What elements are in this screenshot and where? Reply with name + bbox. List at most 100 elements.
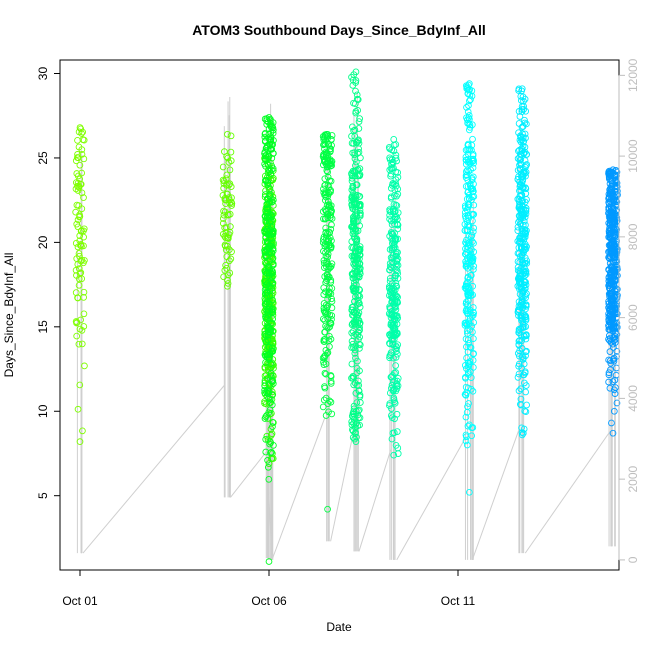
data-point xyxy=(322,137,329,145)
data-point xyxy=(521,379,528,387)
data-point xyxy=(607,310,614,318)
y-tick-label: 25 xyxy=(36,151,50,165)
data-point xyxy=(328,260,336,268)
data-point xyxy=(469,121,476,129)
data-point xyxy=(72,318,80,325)
data-point xyxy=(353,308,361,315)
data-point xyxy=(327,177,335,185)
data-point xyxy=(76,124,84,131)
data-point xyxy=(267,369,275,377)
data-point xyxy=(321,369,329,377)
data-point xyxy=(77,180,85,188)
data-point xyxy=(261,148,269,156)
data-point xyxy=(463,306,470,313)
data-point xyxy=(353,181,361,189)
data-point xyxy=(263,214,270,222)
data-point xyxy=(227,148,235,156)
data-point xyxy=(464,422,472,430)
data-point xyxy=(518,429,526,436)
data-point xyxy=(521,259,528,267)
data-point xyxy=(319,153,327,161)
data-point xyxy=(394,169,402,176)
data-point xyxy=(469,155,477,163)
data-point xyxy=(322,229,330,236)
data-point xyxy=(224,280,232,287)
data-point xyxy=(353,91,361,99)
data-point xyxy=(391,208,399,216)
data-point xyxy=(321,383,328,390)
data-point xyxy=(324,505,331,513)
data-point xyxy=(222,175,230,183)
data-point xyxy=(355,387,363,394)
data-point xyxy=(607,290,615,298)
data-point xyxy=(348,238,356,245)
data-point xyxy=(614,191,621,199)
data-point xyxy=(521,116,528,124)
data-point xyxy=(348,177,356,185)
data-point xyxy=(80,323,88,330)
data-point xyxy=(322,252,330,260)
data-point xyxy=(269,377,277,385)
data-point xyxy=(349,82,357,89)
data-point xyxy=(261,212,269,220)
x-axis-label: Date xyxy=(326,620,352,634)
data-point xyxy=(393,260,401,268)
data-point xyxy=(516,258,524,266)
data-point xyxy=(522,270,530,278)
data-point xyxy=(462,413,470,421)
data-point xyxy=(352,438,360,446)
plot-frame xyxy=(59,59,620,571)
x-tick-label: Oct 06 xyxy=(251,594,287,608)
data-point xyxy=(261,382,268,390)
data-point xyxy=(355,139,363,147)
data-point xyxy=(466,326,474,334)
data-point xyxy=(392,295,399,302)
data-point xyxy=(606,348,614,356)
data-point xyxy=(393,192,400,200)
data-point xyxy=(326,203,333,211)
data-point xyxy=(518,192,525,199)
data-point xyxy=(463,171,471,179)
data-point xyxy=(325,408,332,416)
data-point xyxy=(221,196,229,203)
y-tick-label: 15 xyxy=(36,320,50,334)
data-point xyxy=(515,129,522,137)
data-point xyxy=(518,103,526,110)
data-point xyxy=(463,441,471,449)
data-point xyxy=(388,310,396,317)
data-point xyxy=(356,260,363,268)
data-point xyxy=(464,159,472,166)
data-point xyxy=(516,183,524,190)
data-point xyxy=(80,136,88,144)
data-point xyxy=(80,233,87,241)
data-point xyxy=(269,305,277,313)
data-point xyxy=(352,276,360,284)
data-point xyxy=(264,238,271,246)
data-point xyxy=(326,229,333,237)
data-point xyxy=(265,328,272,335)
data-point xyxy=(262,162,269,170)
data-point xyxy=(465,222,473,229)
data-point xyxy=(521,95,529,103)
data-point xyxy=(269,344,276,352)
data-point xyxy=(516,165,524,172)
data-point xyxy=(392,180,400,188)
data-point xyxy=(351,126,359,134)
data-point xyxy=(322,249,329,256)
data-point xyxy=(521,407,529,415)
data-point xyxy=(74,172,82,180)
data-point xyxy=(354,149,361,157)
data-point xyxy=(323,271,331,279)
data-point xyxy=(223,253,231,260)
data-point xyxy=(522,168,530,176)
data-point xyxy=(267,170,275,178)
data-point xyxy=(352,248,360,256)
data-point xyxy=(219,163,227,171)
data-point xyxy=(386,352,394,360)
data-point xyxy=(387,373,395,381)
data-point xyxy=(515,85,523,93)
data-point xyxy=(320,291,328,298)
data-point xyxy=(261,389,268,397)
data-point xyxy=(356,327,363,334)
data-point xyxy=(519,287,527,295)
